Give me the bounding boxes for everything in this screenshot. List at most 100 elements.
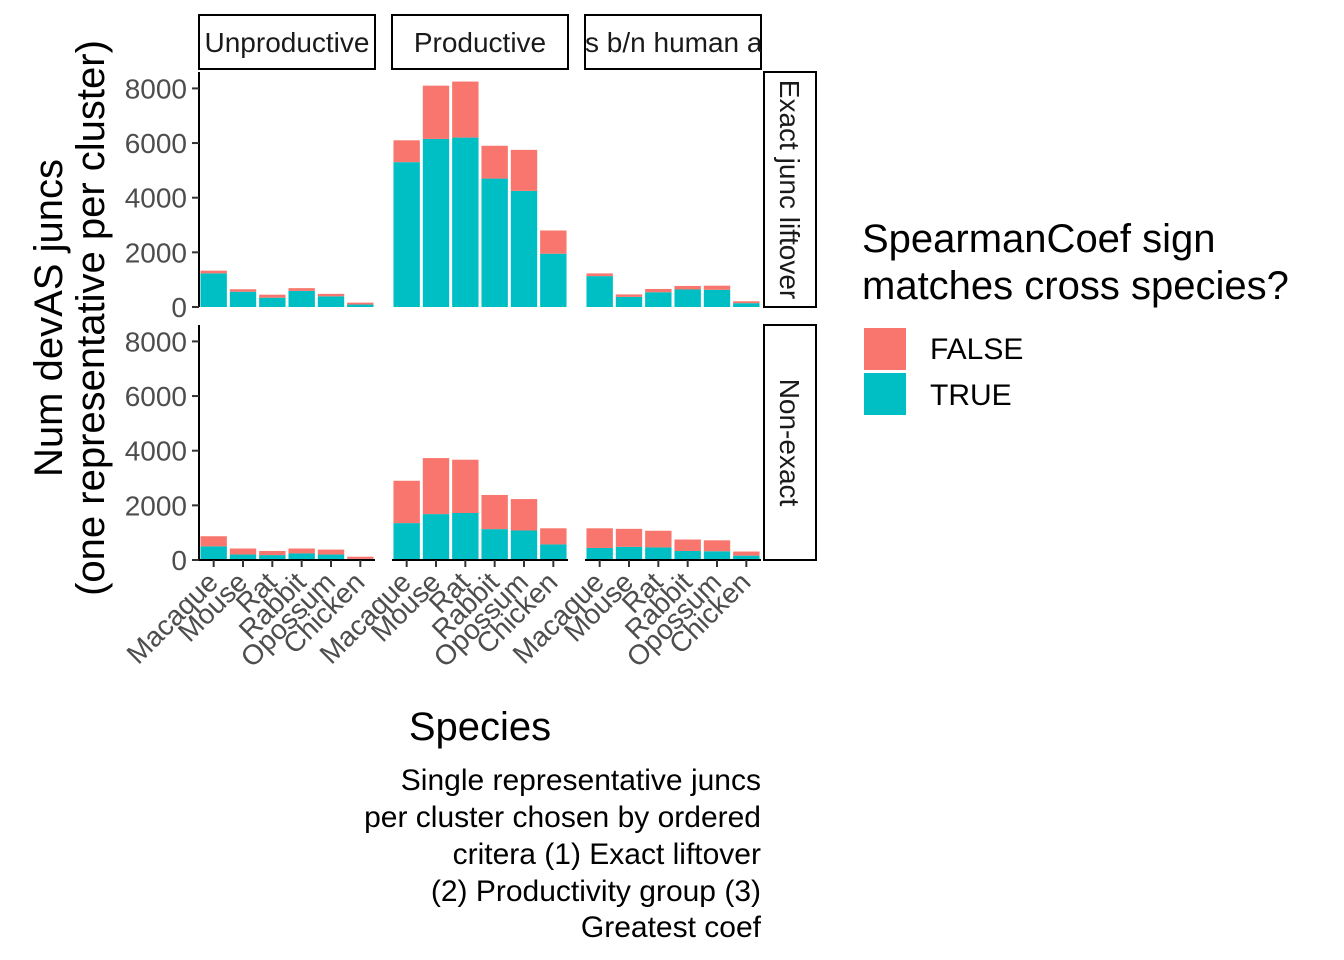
strip-label-exact-junc-liftover: Exact junc liftover bbox=[774, 80, 805, 299]
bar-macaque-false bbox=[393, 480, 420, 524]
y-tick-label: 0 bbox=[171, 292, 187, 323]
legend-label-true: TRUE bbox=[930, 379, 1012, 412]
bar-mouse-false bbox=[229, 289, 257, 292]
bar-opossum-false bbox=[703, 285, 731, 290]
bar-macaque-true bbox=[393, 162, 420, 307]
bar-rabbit-false bbox=[674, 539, 701, 551]
bar-mouse-false bbox=[422, 85, 450, 139]
bar-rat-false bbox=[452, 81, 479, 138]
strip-label-mismatches: Mismatches b/n human and species bbox=[450, 27, 897, 58]
strip-box-mismatches bbox=[584, 14, 762, 70]
panel-exact-junc-liftover-unproductive bbox=[200, 270, 374, 307]
bar-macaque-false bbox=[586, 273, 613, 277]
bar-opossum-false bbox=[510, 499, 538, 531]
y-tick-label: 6000 bbox=[125, 128, 187, 159]
bar-rabbit-true bbox=[288, 290, 315, 307]
bar-opossum-true bbox=[703, 551, 731, 560]
bar-chicken-false bbox=[347, 302, 374, 305]
bar-rabbit-false bbox=[481, 494, 508, 530]
bar-chicken-true bbox=[540, 253, 567, 307]
bar-rabbit-true bbox=[288, 553, 315, 560]
bar-opossum-false bbox=[703, 540, 731, 552]
bar-rat-false bbox=[645, 288, 672, 293]
bar-mouse-false bbox=[615, 528, 643, 547]
y-axis-row-2: 0 2000 4000 6000 8000 bbox=[125, 325, 200, 576]
bar-macaque-true bbox=[586, 276, 613, 307]
y-axis-title-line-1: Num devAS juncs bbox=[27, 159, 71, 477]
bar-opossum-true bbox=[510, 530, 538, 560]
bar-opossum-true bbox=[317, 296, 345, 307]
bar-mouse-false bbox=[615, 294, 643, 297]
bar-rat-true bbox=[452, 513, 479, 560]
bar-chicken-false bbox=[540, 230, 567, 254]
y-tick-label: 8000 bbox=[125, 73, 187, 104]
bar-rat-true bbox=[259, 555, 286, 560]
y-tick-label: 6000 bbox=[125, 381, 187, 412]
bar-rat-true bbox=[452, 137, 479, 307]
strip-label-productive: Productive bbox=[414, 27, 546, 58]
bar-macaque-true bbox=[200, 546, 227, 560]
bar-chicken-false bbox=[347, 556, 374, 559]
bar-mouse-false bbox=[422, 458, 450, 515]
caption-line-1: Single representative juncs bbox=[401, 764, 761, 797]
strip-box-productive bbox=[391, 14, 569, 70]
bar-opossum-false bbox=[317, 293, 345, 297]
bar-opossum-false bbox=[317, 549, 345, 555]
panel-non-exact-mismatches-b-n-human bbox=[586, 528, 760, 560]
panel-non-exact-unproductive bbox=[200, 536, 374, 560]
bar-chicken-true bbox=[540, 544, 567, 560]
bar-macaque-false bbox=[200, 270, 227, 274]
caption-line-5: Greatest coef bbox=[581, 911, 762, 944]
strip-box-unproductive bbox=[198, 14, 376, 70]
bar-mouse-true bbox=[615, 296, 643, 307]
bar-rat-false bbox=[645, 530, 672, 548]
bar-macaque-false bbox=[393, 140, 420, 163]
bar-mouse-false bbox=[229, 548, 257, 555]
bar-rabbit-false bbox=[481, 145, 508, 179]
strip-label-unproductive: Unproductive bbox=[205, 27, 370, 58]
bar-rat-true bbox=[645, 292, 672, 307]
strip-box-exact-junc-liftover bbox=[763, 71, 817, 308]
x-axis-title: Species bbox=[409, 705, 551, 749]
bar-rabbit-true bbox=[481, 178, 508, 307]
bar-mouse-true bbox=[615, 546, 643, 560]
bar-mouse-true bbox=[229, 554, 257, 560]
bar-rabbit-false bbox=[288, 288, 315, 291]
strip-label-non-exact: Non-exact bbox=[774, 379, 805, 507]
bar-macaque-false bbox=[586, 528, 613, 548]
bar-chicken-true bbox=[733, 303, 760, 307]
bar-rabbit-false bbox=[674, 285, 701, 290]
bar-chicken-false bbox=[540, 528, 567, 545]
legend-title-line-2: matches cross species? bbox=[862, 264, 1289, 308]
y-tick-label: 2000 bbox=[125, 237, 187, 268]
y-tick-label: 4000 bbox=[125, 183, 187, 214]
column-strips: Unproductive Productive Mismatches b/n h… bbox=[198, 14, 897, 70]
y-tick-label: 8000 bbox=[125, 326, 187, 357]
bar-rat-true bbox=[645, 547, 672, 560]
y-tick-label: 0 bbox=[171, 545, 187, 576]
legend-title-line-1: SpearmanCoef sign bbox=[862, 217, 1216, 261]
bar-rabbit-false bbox=[288, 548, 315, 554]
bar-rat-false bbox=[259, 294, 286, 298]
bar-macaque-true bbox=[586, 547, 613, 560]
bar-macaque-false bbox=[200, 536, 227, 547]
caption-line-2: per cluster chosen by ordered bbox=[364, 801, 761, 834]
legend: SpearmanCoef sign matches cross species?… bbox=[862, 217, 1289, 415]
bar-rat-true bbox=[259, 297, 286, 307]
y-axis-title-line-2: (one representative per cluster) bbox=[69, 40, 113, 596]
legend-key-true bbox=[864, 373, 906, 415]
bar-opossum-true bbox=[317, 554, 345, 560]
panels: 0200040006000800002000400060008000Macaqu… bbox=[121, 72, 761, 673]
bar-chicken-false bbox=[733, 551, 760, 556]
legend-key-false bbox=[864, 328, 906, 370]
bar-rabbit-true bbox=[674, 289, 701, 307]
bar-macaque-true bbox=[200, 273, 227, 307]
panel-exact-junc-liftover-mismatches-b-n-human bbox=[586, 273, 760, 307]
bar-rat-false bbox=[452, 459, 479, 513]
row-strips: Exact junc liftover Non-exact bbox=[763, 71, 817, 561]
bar-chicken-false bbox=[733, 301, 760, 304]
caption-line-4: (2) Productivity group (3) bbox=[431, 875, 761, 908]
bar-mouse-true bbox=[422, 138, 450, 307]
bar-opossum-false bbox=[510, 149, 538, 191]
